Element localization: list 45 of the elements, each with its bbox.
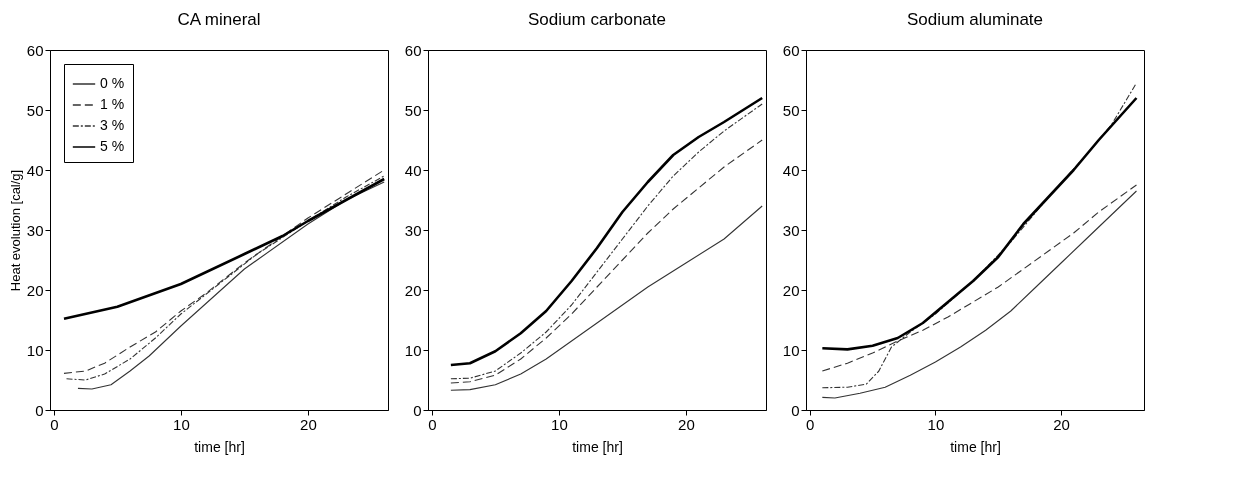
x-tick-label: 10 xyxy=(927,415,945,433)
x-tick-label: 0 xyxy=(50,415,59,433)
y-tick-label: 50 xyxy=(26,101,44,119)
legend-label: 3 % xyxy=(100,117,125,133)
line-series xyxy=(450,205,763,391)
y-tick-label: 0 xyxy=(35,401,44,419)
x-tick-label: 0 xyxy=(428,415,437,433)
chart-title: Sodium aluminate xyxy=(906,10,1044,29)
y-tick-label: 20 xyxy=(404,281,422,299)
y-tick-label: 10 xyxy=(26,341,44,359)
x-tick-label: 0 xyxy=(806,415,815,433)
line-series xyxy=(821,96,1138,351)
x-axis-title: time [hr] xyxy=(572,438,623,455)
y-tick-label: 60 xyxy=(404,41,422,59)
x-tick-label: 20 xyxy=(300,415,317,433)
y-tick-label: 60 xyxy=(26,41,44,59)
y-tick-label: 30 xyxy=(782,221,800,239)
y-tick-label: 40 xyxy=(404,161,422,179)
y-tick-label: 40 xyxy=(26,161,44,179)
x-tick-label: 20 xyxy=(1053,415,1070,433)
y-tick-label: 0 xyxy=(791,401,800,419)
y-tick-label: 20 xyxy=(782,281,800,299)
y-tick-label: 0 xyxy=(413,401,422,419)
chart-title: CA mineral xyxy=(177,10,261,29)
x-tick-label: 10 xyxy=(173,415,190,433)
y-tick-label: 50 xyxy=(404,101,422,119)
legend-label: 1 % xyxy=(100,96,125,112)
line-series xyxy=(62,177,386,321)
y-tick-label: 10 xyxy=(782,341,800,359)
y-tick-label: 60 xyxy=(782,41,800,59)
y-tick-label: 20 xyxy=(26,281,44,299)
legend-label: 5 % xyxy=(100,138,125,154)
y-tick-label: 30 xyxy=(26,221,44,239)
y-tick-label: 10 xyxy=(404,341,422,359)
y-tick-label: 50 xyxy=(782,101,800,119)
x-axis-title: time [hr] xyxy=(194,438,245,455)
line-series xyxy=(821,190,1138,399)
x-tick-label: 20 xyxy=(678,415,695,433)
legend-label: 0 % xyxy=(100,75,125,91)
y-axis-title: Heat evolution [cal/g] xyxy=(7,169,23,292)
y-tick-label: 30 xyxy=(404,221,422,239)
x-axis-title: time [hr] xyxy=(950,438,1001,455)
x-tick-label: 10 xyxy=(551,415,568,433)
chart-title: Sodium carbonate xyxy=(528,10,666,29)
y-tick-label: 40 xyxy=(782,161,800,179)
